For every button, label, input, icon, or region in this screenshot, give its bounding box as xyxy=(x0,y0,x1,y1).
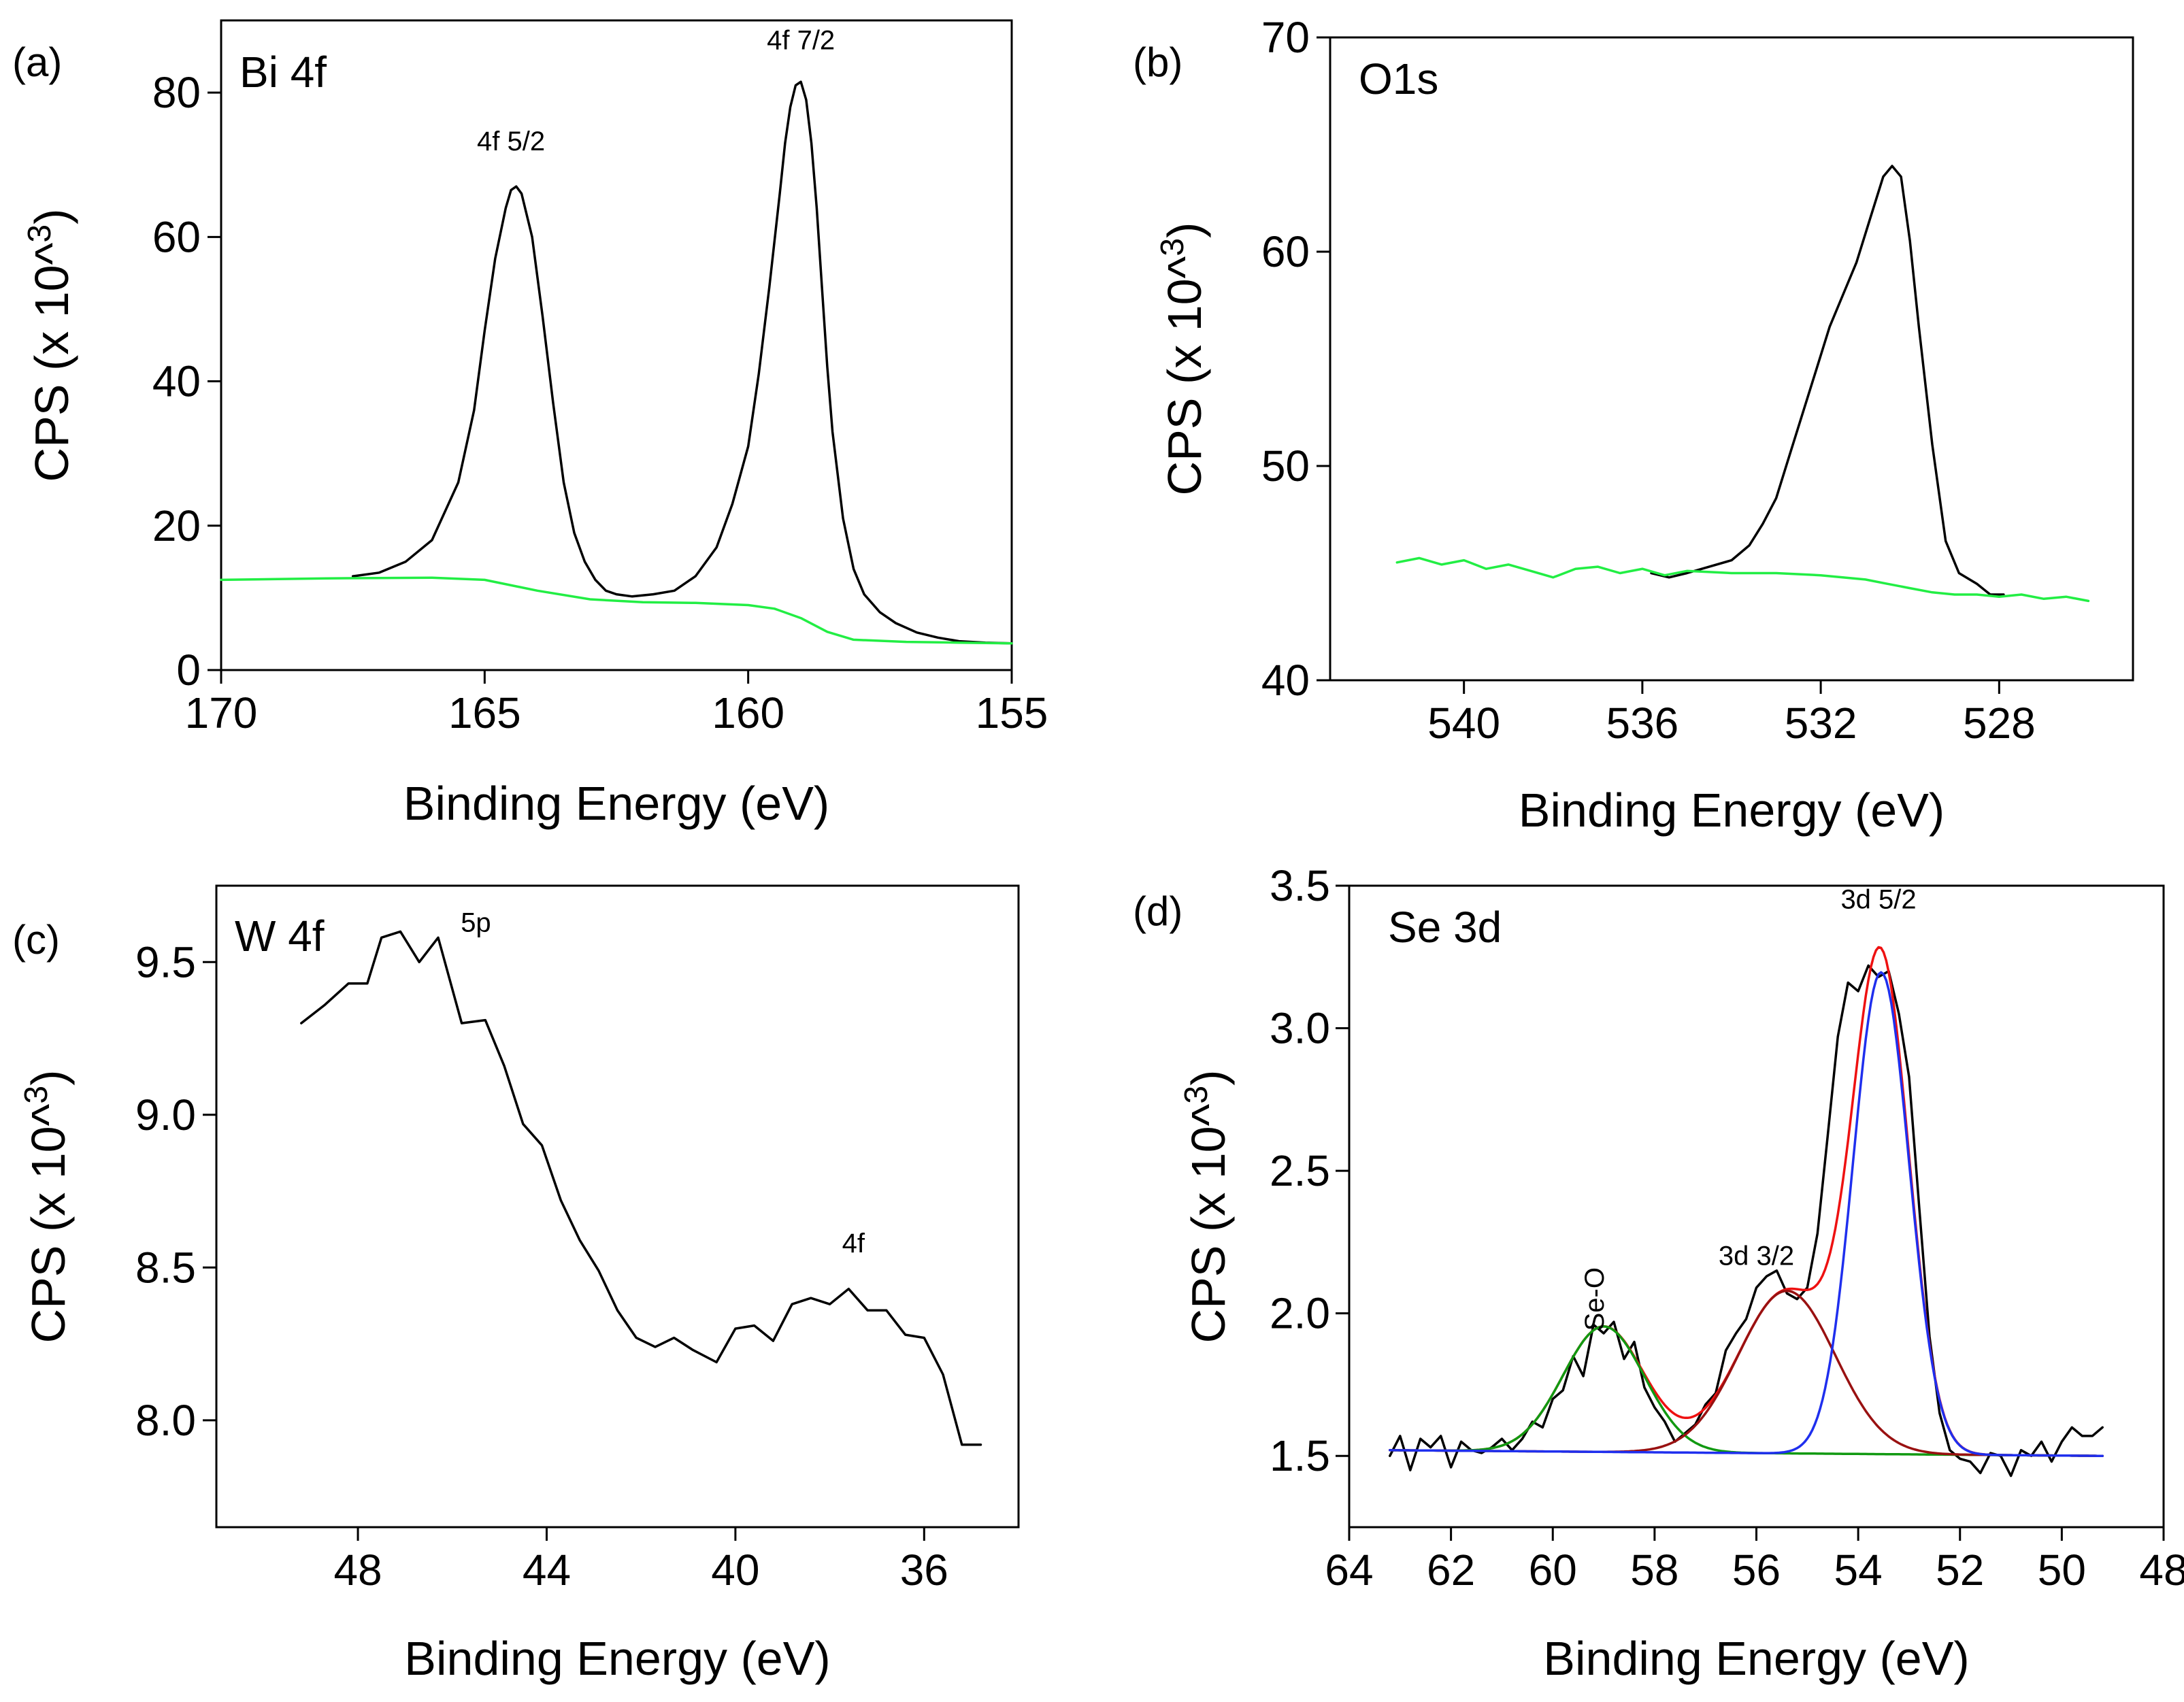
x-tick-label: 44 xyxy=(523,1546,571,1595)
series-raw xyxy=(1389,964,2104,1478)
x-tick-label: 160 xyxy=(712,688,784,737)
panel-tag: (d) xyxy=(1133,888,1182,934)
y-axis-label: CPS (x 10^3) xyxy=(18,1070,75,1344)
x-axis-label: Binding Energy (eV) xyxy=(1519,784,1945,837)
y-axis-label: CPS (x 10^3) xyxy=(1178,1070,1235,1344)
y-axis-label-close: ) xyxy=(1158,222,1211,238)
y-tick-label: 8.0 xyxy=(135,1396,196,1445)
x-tick-label: 155 xyxy=(976,688,1048,737)
y-tick-label: 40 xyxy=(152,357,201,406)
plot-frame xyxy=(1329,36,2134,682)
panel-b: 540 536 532 528 40 50 60 70 Binding Energy (eV) C… xyxy=(1133,13,2134,837)
x-tick-label: 528 xyxy=(1963,699,2036,748)
x-tick-label: 50 xyxy=(2038,1546,2086,1595)
y-tick-label: 8.5 xyxy=(135,1243,196,1292)
y-axis-label-exponent: 3 xyxy=(22,224,58,243)
y-axis-label-close: ) xyxy=(22,1070,75,1086)
plot-frame xyxy=(215,884,1020,1529)
y-tick-label: 3.5 xyxy=(1270,861,1330,910)
x-axis-label: Binding Energy (eV) xyxy=(1543,1632,1969,1685)
x-tick-label: 58 xyxy=(1630,1546,1678,1595)
y-tick-label: 60 xyxy=(1261,227,1310,276)
x-tick-label: 532 xyxy=(1785,699,1857,748)
y-tick-label: 1.5 xyxy=(1270,1431,1330,1480)
panel-label: W 4f xyxy=(235,912,325,961)
panel-label: O1s xyxy=(1359,54,1438,103)
annotation: 3d 3/2 xyxy=(1719,1241,1794,1271)
x-tick-label: 540 xyxy=(1427,699,1500,748)
series-envelope xyxy=(1389,946,2104,1457)
y-tick-label: 9.0 xyxy=(135,1090,196,1139)
series-spectrum xyxy=(1650,165,2005,596)
panel-a: 170 165 160 155 0 20 40 60 80 Binding Energy (eV)… xyxy=(12,19,1048,830)
plot-frame xyxy=(1348,884,2165,1529)
y-tick-label: 40 xyxy=(1261,656,1310,705)
x-tick-label: 62 xyxy=(1427,1546,1475,1595)
series-background xyxy=(220,576,1013,645)
series-spectrum xyxy=(300,930,982,1446)
y-tick-label: 3.0 xyxy=(1270,1004,1330,1053)
annotation: 4f 5/2 xyxy=(477,127,545,156)
y-tick-label: 2.0 xyxy=(1270,1289,1330,1338)
panel-tag: (c) xyxy=(12,917,60,963)
x-tick-label: 48 xyxy=(333,1546,382,1595)
plot-frame xyxy=(220,19,1013,671)
y-axis-label-close: ) xyxy=(25,209,78,224)
y-axis-label-close: ) xyxy=(1182,1070,1235,1086)
x-axis-label: Binding Energy (eV) xyxy=(404,1632,830,1685)
x-tick-label: 56 xyxy=(1732,1546,1781,1595)
x-tick-label: 170 xyxy=(185,688,258,737)
x-tick-label: 165 xyxy=(448,688,521,737)
x-tick-label: 36 xyxy=(900,1546,948,1595)
y-axis-label-exponent: 3 xyxy=(18,1086,54,1104)
panel-label: Bi 4f xyxy=(239,48,327,97)
y-tick-label: 2.5 xyxy=(1270,1146,1330,1195)
panel-c: 48 44 40 36 8.0 8.5 9.0 9.5 Binding Energy (eV) C… xyxy=(12,884,1020,1685)
x-tick-label: 40 xyxy=(711,1546,759,1595)
annotation: 3d 5/2 xyxy=(1840,885,1916,915)
y-tick-label: 50 xyxy=(1261,441,1310,490)
annotation: 4f 7/2 xyxy=(767,25,835,55)
panel-label: Se 3d xyxy=(1388,903,1502,952)
x-tick-label: 536 xyxy=(1606,699,1678,748)
x-tick-label: 54 xyxy=(1834,1546,1883,1595)
y-axis-label: CPS (x 10^3) xyxy=(22,209,78,482)
y-axis-label-exponent: 3 xyxy=(1178,1086,1214,1104)
y-tick-label: 60 xyxy=(152,212,201,261)
series-se-o-component xyxy=(1389,1325,2104,1457)
y-tick-label: 9.5 xyxy=(135,937,196,986)
panel-d: 64 62 60 58 56 54 52 50 48 1.5 2.0 2.5 3.0 3.5 Binding… xyxy=(1133,861,2184,1685)
y-axis-label: CPS (x 10^3) xyxy=(1155,222,1211,496)
series-background xyxy=(1395,556,2090,603)
y-tick-label: 20 xyxy=(152,501,201,550)
annotation: 5p xyxy=(461,907,491,937)
panel-tag: (b) xyxy=(1133,39,1182,85)
x-tick-label: 52 xyxy=(1936,1546,1984,1595)
y-tick-label: 70 xyxy=(1261,13,1310,62)
series-spectrum xyxy=(351,80,1013,645)
y-tick-label: 80 xyxy=(152,68,201,117)
x-tick-label: 60 xyxy=(1529,1546,1577,1595)
annotation: 4f xyxy=(842,1229,865,1258)
x-tick-label: 64 xyxy=(1325,1546,1373,1595)
panel-tag: (a) xyxy=(12,39,62,85)
series-3d-5-2-component xyxy=(1389,971,2104,1457)
x-tick-label: 48 xyxy=(2139,1546,2184,1595)
y-tick-label: 0 xyxy=(176,646,201,695)
y-axis-label-exponent: 3 xyxy=(1155,238,1191,256)
x-axis-label: Binding Energy (eV) xyxy=(403,777,829,830)
annotation: Se-O xyxy=(1580,1267,1610,1331)
